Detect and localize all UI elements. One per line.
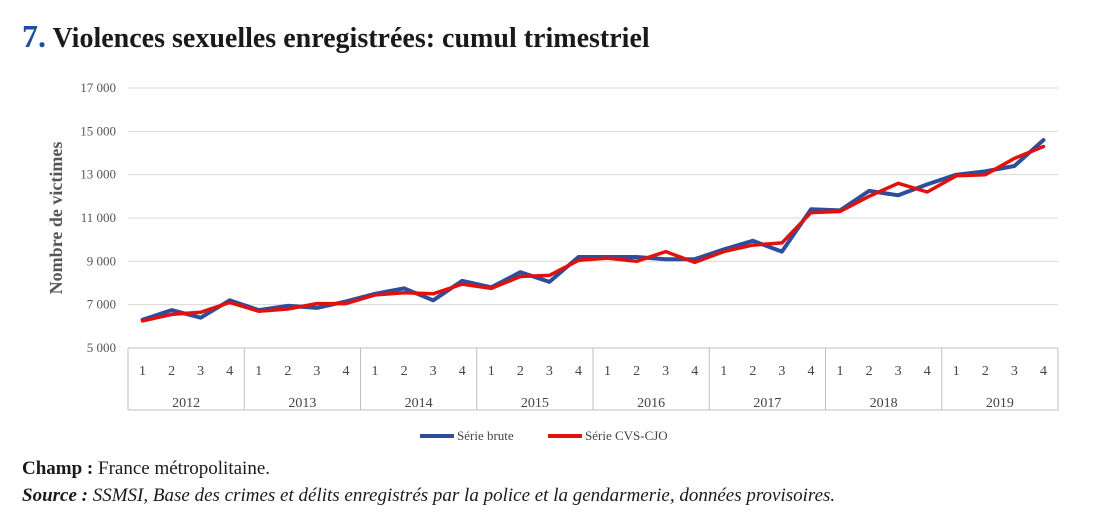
year-tick-label: 2015: [521, 396, 549, 411]
quarter-tick-label: 4: [459, 364, 466, 379]
quarter-tick-label: 2: [749, 364, 756, 379]
quarter-tick-label: 3: [546, 364, 553, 379]
quarter-tick-label: 4: [924, 364, 931, 379]
quarter-tick-label: 4: [342, 364, 349, 379]
year-tick-label: 2016: [637, 396, 665, 411]
y-axis-label: Nombre de victimes: [46, 142, 66, 295]
quarter-tick-label: 1: [139, 364, 146, 379]
champ-note: Champ : France métropolitaine.: [22, 458, 270, 480]
y-tick-label: 9 000: [87, 253, 116, 268]
quarter-tick-label: 3: [662, 364, 669, 379]
quarter-tick-label: 1: [488, 364, 495, 379]
y-tick-label: 5 000: [87, 340, 116, 355]
source-note: Source : SSMSI, Base des crimes et délit…: [22, 485, 835, 507]
quarter-tick-label: 2: [168, 364, 175, 379]
year-tick-label: 2012: [172, 396, 200, 411]
quarter-tick-label: 1: [953, 364, 960, 379]
quarter-tick-label: 2: [401, 364, 408, 379]
quarter-tick-label: 4: [807, 364, 814, 379]
quarter-tick-label: 2: [633, 364, 640, 379]
champ-text: France métropolitaine.: [93, 458, 271, 479]
quarter-tick-label: 3: [1011, 364, 1018, 379]
year-tick-label: 2017: [753, 396, 781, 411]
quarter-tick-label: 3: [197, 364, 204, 379]
figure-number: 7.: [22, 18, 46, 54]
year-tick-label: 2018: [870, 396, 898, 411]
year-tick-label: 2013: [288, 396, 316, 411]
quarter-tick-label: 2: [284, 364, 291, 379]
source-text: SSMSI, Base des crimes et délits enregis…: [87, 485, 836, 506]
y-tick-label: 11 000: [81, 210, 116, 225]
y-tick-label: 15 000: [80, 123, 116, 138]
quarter-tick-label: 1: [837, 364, 844, 379]
y-tick-label: 7 000: [87, 297, 116, 312]
figure-title: Violences sexuelles enregistrées: cumul …: [52, 23, 650, 54]
quarter-tick-label: 1: [372, 364, 379, 379]
chart-title: 7. Violences sexuelles enregistrées: cum…: [22, 18, 650, 55]
champ-label: Champ :: [22, 458, 94, 479]
quarter-tick-label: 2: [866, 364, 873, 379]
quarter-tick-label: 4: [226, 364, 233, 379]
quarter-tick-label: 1: [720, 364, 727, 379]
year-tick-label: 2019: [986, 396, 1014, 411]
quarter-tick-label: 2: [517, 364, 524, 379]
quarter-tick-label: 3: [895, 364, 902, 379]
y-tick-label: 17 000: [80, 80, 116, 95]
source-label: Source :: [22, 485, 88, 506]
quarter-tick-label: 3: [313, 364, 320, 379]
quarter-tick-label: 3: [778, 364, 785, 379]
quarter-tick-label: 3: [430, 364, 437, 379]
series-line-cvs-cjo: [140, 144, 1046, 323]
quarter-tick-label: 4: [691, 364, 698, 379]
quarter-tick-label: 4: [1040, 364, 1047, 379]
y-tick-label: 13 000: [80, 167, 116, 182]
quarter-tick-label: 2: [982, 364, 989, 379]
line-chart: 5 000 7 000 9 000 11 000 13 000 15 000 17 000 N…: [46, 80, 1059, 443]
legend-label: Série CVS-CJO: [585, 428, 668, 443]
quarter-tick-label: 1: [604, 364, 611, 379]
legend-label: Série brute: [457, 428, 514, 443]
quarter-tick-label: 1: [255, 364, 262, 379]
quarter-tick-label: 4: [575, 364, 582, 379]
year-tick-label: 2014: [405, 396, 433, 411]
series-line-brute: [140, 138, 1046, 322]
